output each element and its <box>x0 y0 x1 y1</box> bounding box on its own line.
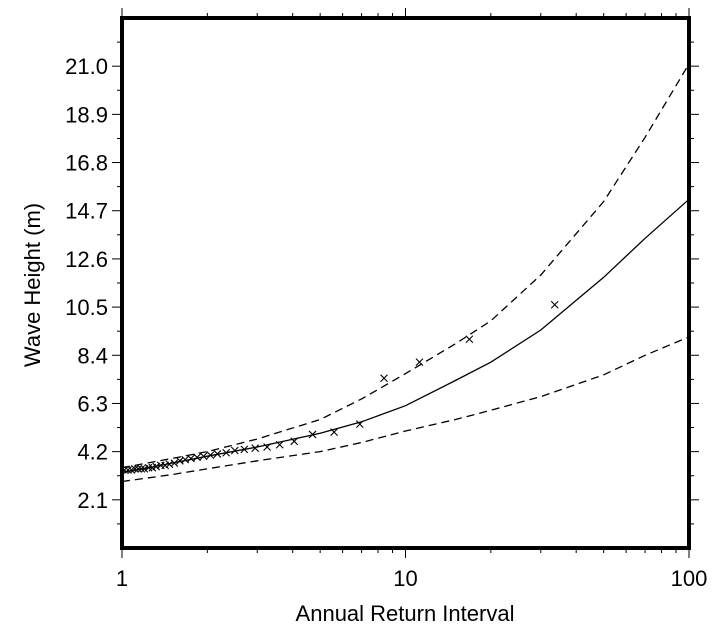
observation-point <box>550 300 559 309</box>
observation-point <box>152 462 161 471</box>
x-tick-label: 1 <box>116 566 128 591</box>
y-tick-label: 14.7 <box>65 199 108 224</box>
observation-point <box>263 443 272 451</box>
plot-frame <box>120 16 691 550</box>
observation-point <box>230 446 239 455</box>
y-tick-label: 16.8 <box>65 151 108 176</box>
observation-point <box>240 445 249 454</box>
x-tick-label: 10 <box>393 566 417 591</box>
x-tick-labels: 1 10 100 <box>116 566 707 591</box>
observation-markers <box>120 300 559 474</box>
observation-point <box>275 440 284 449</box>
y-tick-label: 10.5 <box>65 295 108 320</box>
y-tick-label: 2.1 <box>77 488 108 513</box>
series-layer <box>121 63 690 483</box>
y-tick-label: 8.4 <box>77 343 108 368</box>
observation-point <box>187 454 195 463</box>
observation-point <box>124 466 132 474</box>
observation-point <box>465 335 474 344</box>
observation-point <box>380 374 388 383</box>
observation-point <box>330 428 339 437</box>
observation-point <box>415 358 424 367</box>
observation-point <box>134 464 143 473</box>
tick-marks <box>112 8 699 558</box>
plot-area: 2.1 4.2 6.3 8.4 10.5 12.6 14.7 16.8 18.9 21.0 1 10… <box>65 8 707 591</box>
series-line-2-dashed <box>121 63 690 469</box>
x-tick-label: 100 <box>671 566 708 591</box>
observation-point <box>222 448 231 457</box>
observation-point <box>137 464 146 473</box>
observation-point <box>213 450 222 458</box>
observation-point <box>193 453 201 462</box>
x-axis-title: Annual Return Interval <box>296 601 515 626</box>
y-tick-label: 18.9 <box>65 102 108 127</box>
observation-point <box>251 444 260 453</box>
y-axis-title: Wave Height (m) <box>20 203 45 367</box>
y-tick-label: 21.0 <box>65 54 108 79</box>
series-line-3-dashed <box>121 336 690 483</box>
series-line-1-solid <box>121 198 690 473</box>
observation-point <box>165 460 174 469</box>
observation-point <box>130 464 139 473</box>
observation-point <box>199 452 208 461</box>
y-tick-label: 4.2 <box>77 440 108 465</box>
y-tick-labels: 2.1 4.2 6.3 8.4 10.5 12.6 14.7 16.8 18.9 21.0 <box>65 54 108 513</box>
observation-point <box>308 430 317 439</box>
y-tick-label: 6.3 <box>77 391 108 416</box>
observation-point <box>355 420 364 428</box>
observation-point <box>290 437 299 446</box>
observation-point <box>206 451 215 459</box>
observation-point <box>170 459 179 467</box>
y-tick-label: 12.6 <box>65 247 108 272</box>
